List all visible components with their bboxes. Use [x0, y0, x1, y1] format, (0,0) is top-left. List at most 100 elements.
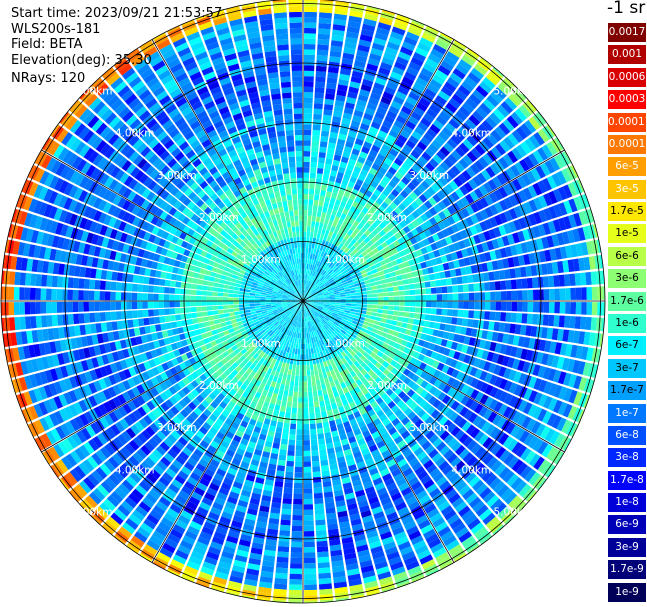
- gate-cell: [347, 413, 355, 421]
- gate-cell: [281, 298, 288, 301]
- gate-cell: [355, 489, 366, 498]
- gate-cell: [217, 392, 226, 401]
- gate-cell: [209, 324, 217, 331]
- gate-cell: [410, 392, 420, 401]
- gate-cell: [249, 295, 256, 299]
- gate-cell: [173, 349, 181, 358]
- gate-cell: [311, 326, 315, 332]
- gate-cell: [485, 424, 496, 436]
- gate-cell: [245, 285, 252, 290]
- gate-cell: [199, 153, 210, 162]
- gate-cell: [286, 329, 290, 336]
- gate-cell: [304, 316, 307, 323]
- gate-cell: [514, 480, 527, 494]
- gate-cell: [190, 41, 205, 52]
- gate-cell: [390, 492, 402, 502]
- gate-cell: [234, 286, 241, 291]
- gate-cell: [197, 56, 210, 66]
- gate-cell: [232, 78, 244, 87]
- gate-cell: [303, 429, 310, 435]
- gate-cell: [394, 531, 407, 541]
- gate-cell: [224, 418, 233, 426]
- gate-cell: [399, 546, 414, 556]
- gate-cell: [34, 438, 43, 451]
- gate-cell: [298, 291, 301, 297]
- gate-cell: [46, 234, 55, 247]
- gate-cell: [261, 189, 268, 196]
- gate-cell: [245, 20, 259, 29]
- gate-cell: [391, 335, 398, 343]
- gate-cell: [311, 306, 317, 311]
- gate-cell: [84, 324, 92, 335]
- gate-cell: [481, 350, 490, 360]
- gate-cell: [253, 249, 260, 256]
- gate-cell: [384, 506, 396, 516]
- gate-cell: [283, 334, 288, 341]
- gate-cell: [236, 263, 243, 270]
- gate-cell: [127, 214, 136, 225]
- gate-cell: [261, 322, 267, 328]
- gate-cell: [283, 368, 289, 375]
- gate-cell: [193, 105, 205, 116]
- gate-cell: [271, 340, 277, 346]
- gate-cell: [238, 250, 245, 257]
- gate-cell: [139, 267, 146, 276]
- gate-cell: [242, 371, 250, 379]
- gate-cell: [277, 135, 286, 143]
- gate-cell: [201, 95, 213, 105]
- gate-cell: [288, 271, 293, 278]
- gate-cell: [171, 235, 179, 244]
- gate-cell: [53, 144, 65, 159]
- gate-cell: [514, 427, 526, 441]
- gate-cell: [212, 205, 221, 214]
- gate-cell: [222, 397, 231, 405]
- gate-cell: [296, 316, 299, 322]
- gate-cell: [336, 340, 343, 347]
- gate-cell: [112, 261, 120, 271]
- gate-cell: [259, 213, 266, 220]
- gate-cell: [408, 312, 415, 319]
- gate-cell: [282, 304, 288, 307]
- gate-cell: [303, 520, 314, 526]
- gate-cell: [88, 245, 96, 256]
- gate-cell: [186, 219, 195, 228]
- gate-cell: [465, 398, 475, 409]
- gate-cell: [227, 97, 238, 106]
- gate-cell: [195, 430, 205, 440]
- gate-cell: [38, 343, 47, 356]
- gate-cell: [46, 275, 53, 287]
- gate-cell: [83, 301, 90, 312]
- gate-cell: [201, 263, 208, 270]
- gate-cell: [518, 399, 528, 412]
- gate-cell: [160, 426, 170, 437]
- gate-cell: [287, 285, 292, 291]
- gate-cell: [319, 362, 325, 369]
- gate-cell: [203, 184, 212, 194]
- gate-cell: [242, 364, 249, 372]
- gate-cell: [62, 150, 74, 164]
- gate-cell: [93, 393, 103, 405]
- gate-cell: [285, 379, 291, 386]
- gate-cell: [318, 438, 326, 445]
- gate-cell: [293, 321, 297, 327]
- gate-cell: [90, 77, 102, 89]
- gate-cell: [276, 562, 289, 569]
- gate-cell: [546, 354, 555, 367]
- gate-cell: [59, 111, 70, 124]
- gate-cell: [221, 171, 231, 180]
- gate-cell: [142, 343, 151, 352]
- gate-cell: [370, 413, 379, 422]
- gate-cell: [175, 281, 182, 288]
- gate-cell: [242, 178, 251, 187]
- gate-cell: [187, 324, 195, 332]
- gate-cell: [131, 509, 145, 522]
- gate-cell: [182, 197, 192, 207]
- gate-cell: [147, 411, 157, 422]
- gate-cell: [421, 426, 432, 436]
- gate-cell: [405, 472, 417, 482]
- gate-cell: [525, 349, 534, 362]
- gate-cell: [248, 91, 259, 100]
- gate-cell: [188, 191, 197, 201]
- gate-cell: [263, 263, 269, 269]
- gate-cell: [188, 438, 199, 448]
